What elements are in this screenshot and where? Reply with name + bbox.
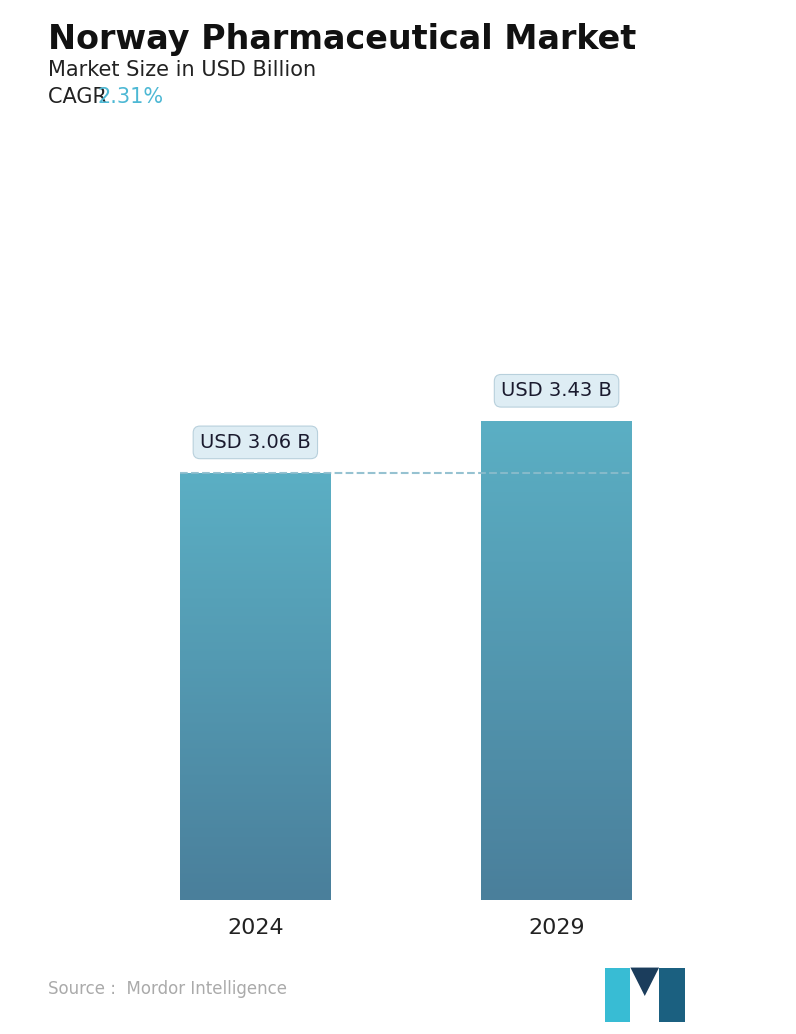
- Text: 2024: 2024: [227, 918, 283, 938]
- Text: 2.31%: 2.31%: [97, 87, 163, 107]
- Text: 2029: 2029: [529, 918, 585, 938]
- Text: CAGR: CAGR: [48, 87, 113, 107]
- Text: USD 3.06 B: USD 3.06 B: [200, 433, 310, 452]
- Text: Market Size in USD Billion: Market Size in USD Billion: [48, 60, 316, 80]
- Text: Source :  Mordor Intelligence: Source : Mordor Intelligence: [48, 980, 287, 998]
- Polygon shape: [659, 968, 685, 1022]
- Text: USD 3.43 B: USD 3.43 B: [501, 382, 612, 400]
- Polygon shape: [605, 968, 630, 1022]
- Text: Norway Pharmaceutical Market: Norway Pharmaceutical Market: [48, 23, 636, 56]
- Polygon shape: [630, 968, 659, 996]
